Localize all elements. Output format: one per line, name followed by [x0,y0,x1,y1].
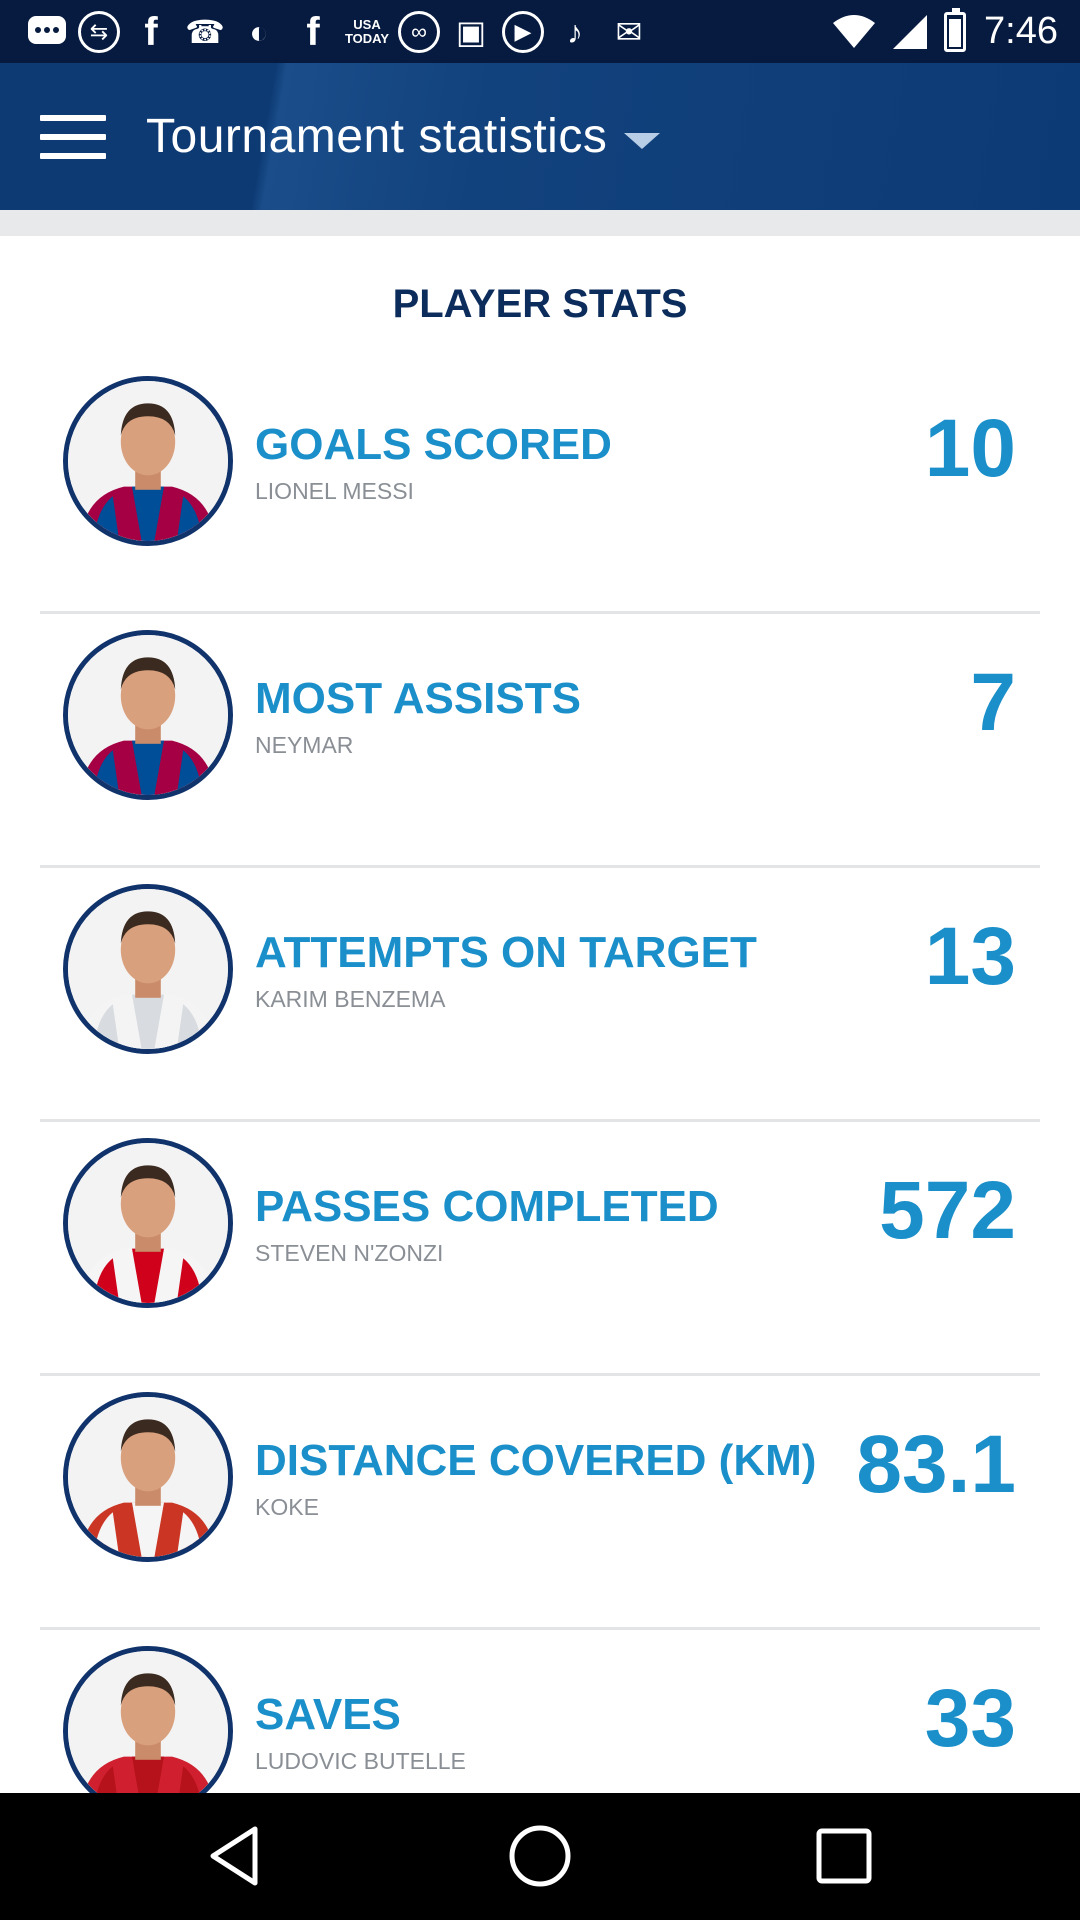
stat-value: 13 [924,911,1016,1002]
system-status: 7:46 [832,0,1058,63]
player-name: NEYMAR [255,732,354,758]
caret-down-icon[interactable] [624,133,660,149]
player-avatar [63,630,233,800]
player-avatar [63,1392,233,1562]
row-divider [40,1627,1040,1630]
player-name: LIONEL MESSI [255,478,414,504]
player-avatar [63,1138,233,1308]
player-name: STEVEN N'ZONZI [255,1240,444,1266]
player-name: LUDOVIC BUTELLE [255,1748,466,1774]
stat-value: 83.1 [856,1419,1016,1510]
header-divider [0,210,1080,236]
clock: 7:46 [984,10,1058,52]
inbox-icon: ✉ [615,14,643,50]
wifi-icon [833,14,876,48]
player-avatar [63,1646,233,1816]
stat-value: 572 [879,1165,1016,1256]
stat-list: GOALS SCORED LIONEL MESSI 10 MOST ASSIST… [0,360,1080,1884]
stat-label: DISTANCE COVERED (KM) [255,1436,817,1485]
row-divider [40,611,1040,614]
row-divider [40,865,1040,868]
violin-icon: ♪ [567,14,583,50]
phone-icon: ☎ [185,14,225,50]
stat-row[interactable]: MOST ASSISTS NEYMAR 7 [0,614,1080,868]
stat-value: 10 [924,403,1016,494]
stat-label: ATTEMPTS ON TARGET [255,928,757,977]
stat-row[interactable]: DISTANCE COVERED (KM) KOKE 83.1 [0,1376,1080,1630]
facebook-icon: f [144,10,158,54]
usb-icon: ⇆ [78,11,120,53]
stat-row[interactable]: GOALS SCORED LIONEL MESSI 10 [0,360,1080,614]
player-name: KOKE [255,1494,319,1520]
notification-icons: ⇆ f ☎ ◐ f USA TODAY ∞ ▣ ▶ ♪ ✉ [24,10,660,54]
row-divider [40,1119,1040,1122]
stat-label: SAVES [255,1690,401,1739]
player-avatar [63,884,233,1054]
stat-label: GOALS SCORED [255,420,612,469]
stat-value: 7 [970,657,1016,748]
signal-icon [893,14,928,49]
hamburger-menu-icon[interactable] [40,115,106,159]
player-avatar [63,376,233,546]
stat-value: 33 [924,1673,1016,1764]
chat-icon [24,10,70,54]
navigation-bar [0,1793,1080,1920]
row-divider [40,1373,1040,1376]
back-icon[interactable] [203,1823,269,1889]
status-bar: ⇆ f ☎ ◐ f USA TODAY ∞ ▣ ▶ ♪ ✉ 7:46 [0,0,1080,63]
play-icon: ▶ [502,11,544,53]
stat-label: MOST ASSISTS [255,674,581,723]
player-name: KARIM BENZEMA [255,986,446,1012]
recent-apps-icon[interactable] [811,1823,877,1889]
section-title: PLAYER STATS [392,282,688,326]
page-title[interactable]: Tournament statistics [146,110,608,163]
tape-icon: ▣ [455,14,487,50]
link-icon: ∞ [398,11,440,53]
stat-row[interactable]: ATTEMPTS ON TARGET KARIM BENZEMA 13 [0,868,1080,1122]
home-icon[interactable] [507,1823,573,1889]
facebook-icon: f [306,10,320,54]
stat-row[interactable]: PASSES COMPLETED STEVEN N'ZONZI 572 [0,1122,1080,1376]
app-header: Tournament statistics [0,63,1080,210]
moon-icon: ◐ [249,14,269,50]
usa-today-icon: USA TODAY [344,17,390,46]
stat-label: PASSES COMPLETED [255,1182,719,1231]
battery-icon [944,7,967,52]
